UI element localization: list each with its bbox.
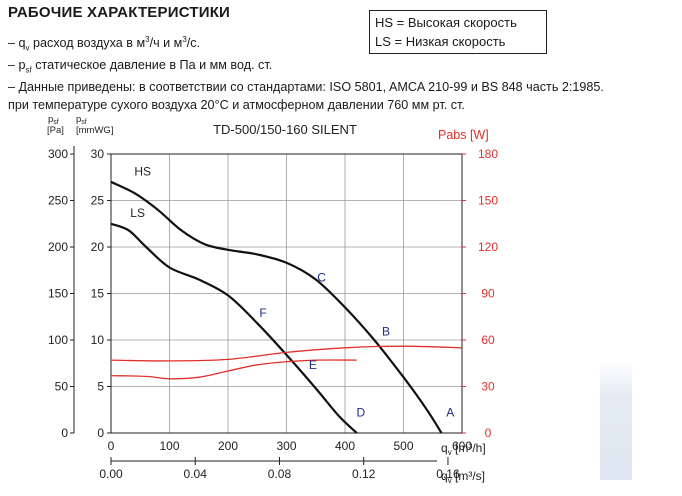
axis-x2-title: qv [m³/s] — [441, 469, 485, 485]
axis-x2-tick-label: 0.08 — [268, 467, 292, 481]
axis-x-tick-label: 500 — [393, 439, 413, 453]
legend-ls: LS = Низкая скорость — [375, 34, 506, 49]
axis-mmwg-tick-label: 5 — [97, 380, 104, 394]
axis-pa-tick-label: 150 — [48, 287, 68, 301]
axis-pa-tick-label: 50 — [55, 380, 69, 394]
axis-mmwg-tick-label: 30 — [91, 147, 105, 161]
axis-mmwg-title: psf — [76, 114, 87, 126]
point-label-b: B — [382, 324, 390, 338]
axis-mmwg-unit: [mmWG] — [76, 125, 113, 136]
axis-x2-tick-label: 0.00 — [99, 467, 123, 481]
axis-x-tick-label: 0 — [108, 439, 115, 453]
axis-x-tick-label: 400 — [335, 439, 355, 453]
axis-mmwg-tick-label: 25 — [91, 194, 105, 208]
axis-x2-tick-label: 0.16 — [436, 467, 460, 481]
axis-pa-tick-label: 250 — [48, 194, 68, 208]
speed-legend: HS = Высокая скорость LS = Низкая скорос… — [369, 10, 547, 54]
axis-x-tick-label: 600 — [452, 439, 472, 453]
axis-w-title: Pabs [W] — [438, 128, 489, 142]
point-label-e: E — [309, 358, 317, 372]
axis-x2-tick-label: 0.12 — [352, 467, 376, 481]
point-label-d: D — [356, 405, 365, 419]
point-label-a: A — [446, 405, 454, 419]
axis-w-tick-label: 150 — [478, 194, 498, 208]
axis-x-tick-label: 300 — [276, 439, 296, 453]
axis-x2-tick-label: 0.04 — [184, 467, 208, 481]
power-ls-curve — [110, 359, 357, 380]
axis-mmwg-tick-label: 0 — [97, 426, 104, 440]
series-label-hs: HS — [134, 164, 151, 178]
axis-w-tick-label: 180 — [478, 147, 498, 161]
axis-x-tick-label: 200 — [218, 439, 238, 453]
point-label-f: F — [259, 306, 266, 320]
notes-block: – qv расход воздуха в м3/ч и м3/с. – psf… — [8, 31, 604, 114]
watermark-logo — [600, 360, 632, 480]
page-title: РАБОЧИЕ ХАРАКТЕРИСТИКИ — [8, 4, 231, 21]
axis-x-tick-label: 100 — [159, 439, 179, 453]
axis-pa-tick-label: 100 — [48, 333, 68, 347]
axis-mmwg-tick-label: 20 — [91, 240, 105, 254]
axis-mmwg-tick-label: 10 — [91, 333, 105, 347]
axis-pa-tick-label: 200 — [48, 240, 68, 254]
axis-w-tick-label: 60 — [481, 333, 495, 347]
axis-x-title: qv [m³/h] — [441, 441, 486, 457]
ls-curve — [110, 222, 358, 434]
legend-hs: HS = Высокая скорость — [375, 15, 517, 30]
axis-pa-tick-label: 0 — [61, 426, 68, 440]
axis-mmwg-tick-label: 15 — [91, 287, 105, 301]
chart-title: TD-500/150-160 SILENT — [213, 122, 357, 137]
power-hs-curve — [110, 345, 463, 362]
axis-pa-title: psf — [48, 114, 59, 126]
axis-w-tick-label: 0 — [485, 426, 492, 440]
axis-pa-tick-label: 300 — [48, 147, 68, 161]
note-standards: – Данные приведены: в соответствии со ст… — [8, 80, 604, 95]
axis-pa-unit: [Pa] — [47, 125, 64, 136]
axis-w-tick-label: 30 — [481, 380, 495, 394]
note-airflow: – qv расход воздуха в м3/ч и м3/с. — [8, 35, 201, 53]
note-conditions: при температуре сухого воздуха 20°C и ат… — [8, 97, 465, 112]
hs-curve — [110, 180, 443, 434]
note-pressure: – psf статическое давление в Па и мм вод… — [8, 58, 273, 75]
axis-w-tick-label: 120 — [478, 240, 498, 254]
point-label-c: C — [317, 270, 326, 284]
axis-w-tick-label: 90 — [481, 287, 495, 301]
series-label-ls: LS — [130, 206, 145, 220]
